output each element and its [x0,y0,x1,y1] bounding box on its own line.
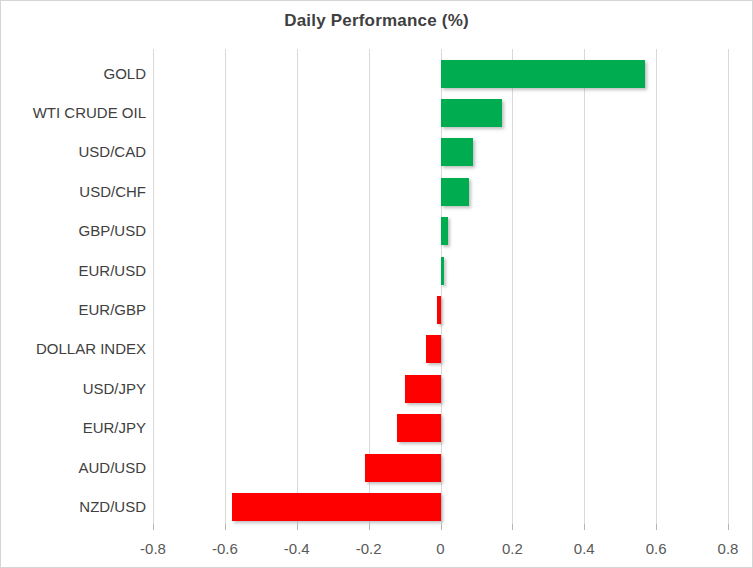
gridline [512,49,513,524]
gridline [656,49,657,524]
tick-mark [297,524,298,530]
gridline [225,49,226,524]
gridline [728,49,729,524]
tick-mark [728,524,729,530]
bar-usd-jpy [405,375,441,403]
x-axis-tick-label: 0.6 [624,540,688,557]
category-label-usd-cad: USD/CAD [1,143,146,161]
x-axis-tick-label: -0.8 [121,540,185,557]
x-axis-tick-label: 0.4 [552,540,616,557]
bar-usd-cad [441,138,473,166]
category-label-dollar-index: DOLLAR INDEX [1,340,146,358]
tick-mark [584,524,585,530]
category-label-gold: GOLD [1,65,146,83]
x-axis-tick-label: -0.2 [337,540,401,557]
tick-mark [225,524,226,530]
bar-gold [441,60,646,88]
tick-mark [441,524,442,530]
tick-mark [153,524,154,530]
x-axis-tick-label: -0.6 [193,540,257,557]
plot-area: -0.8 -0.6 -0.4 -0.2 0 0.2 0.4 0.6 0.8 GOLD WTI CRU… [1,1,752,567]
gridline [584,49,585,524]
x-axis-tick-label: -0.4 [265,540,329,557]
bar-dollar-index [426,335,440,363]
category-label-eur-gbp: EUR/GBP [1,301,146,319]
category-label-eur-usd: EUR/USD [1,262,146,280]
category-label-eur-jpy: EUR/JPY [1,419,146,437]
bar-gbp-usd [441,217,448,245]
tick-mark [369,524,370,530]
gridline [297,49,298,524]
category-label-aud-usd: AUD/USD [1,459,146,477]
category-label-nzd-usd: NZD/USD [1,498,146,516]
bar-eur-gbp [437,296,441,324]
tick-mark [656,524,657,530]
bar-aud-usd [365,454,440,482]
x-axis-tick-label: 0 [409,540,473,557]
daily-performance-chart: Daily Performance (%) -0.8-0.6-0.4-0.200… [0,0,753,568]
bar-usd-chf [441,178,470,206]
category-label-usd-jpy: USD/JPY [1,380,146,398]
category-label-wti-crude-oil: WTI CRUDE OIL [1,104,146,122]
x-axis-tick-label: 0.2 [480,540,544,557]
bar-nzd-usd [232,493,440,521]
gridline [153,49,154,524]
bar-wti-crude-oil [441,99,502,127]
bar-eur-usd [441,257,445,285]
x-axis-tick-label: 0.8 [696,540,753,557]
category-label-gbp-usd: GBP/USD [1,222,146,240]
category-label-usd-chf: USD/CHF [1,183,146,201]
bar-eur-jpy [397,414,440,442]
tick-mark [512,524,513,530]
